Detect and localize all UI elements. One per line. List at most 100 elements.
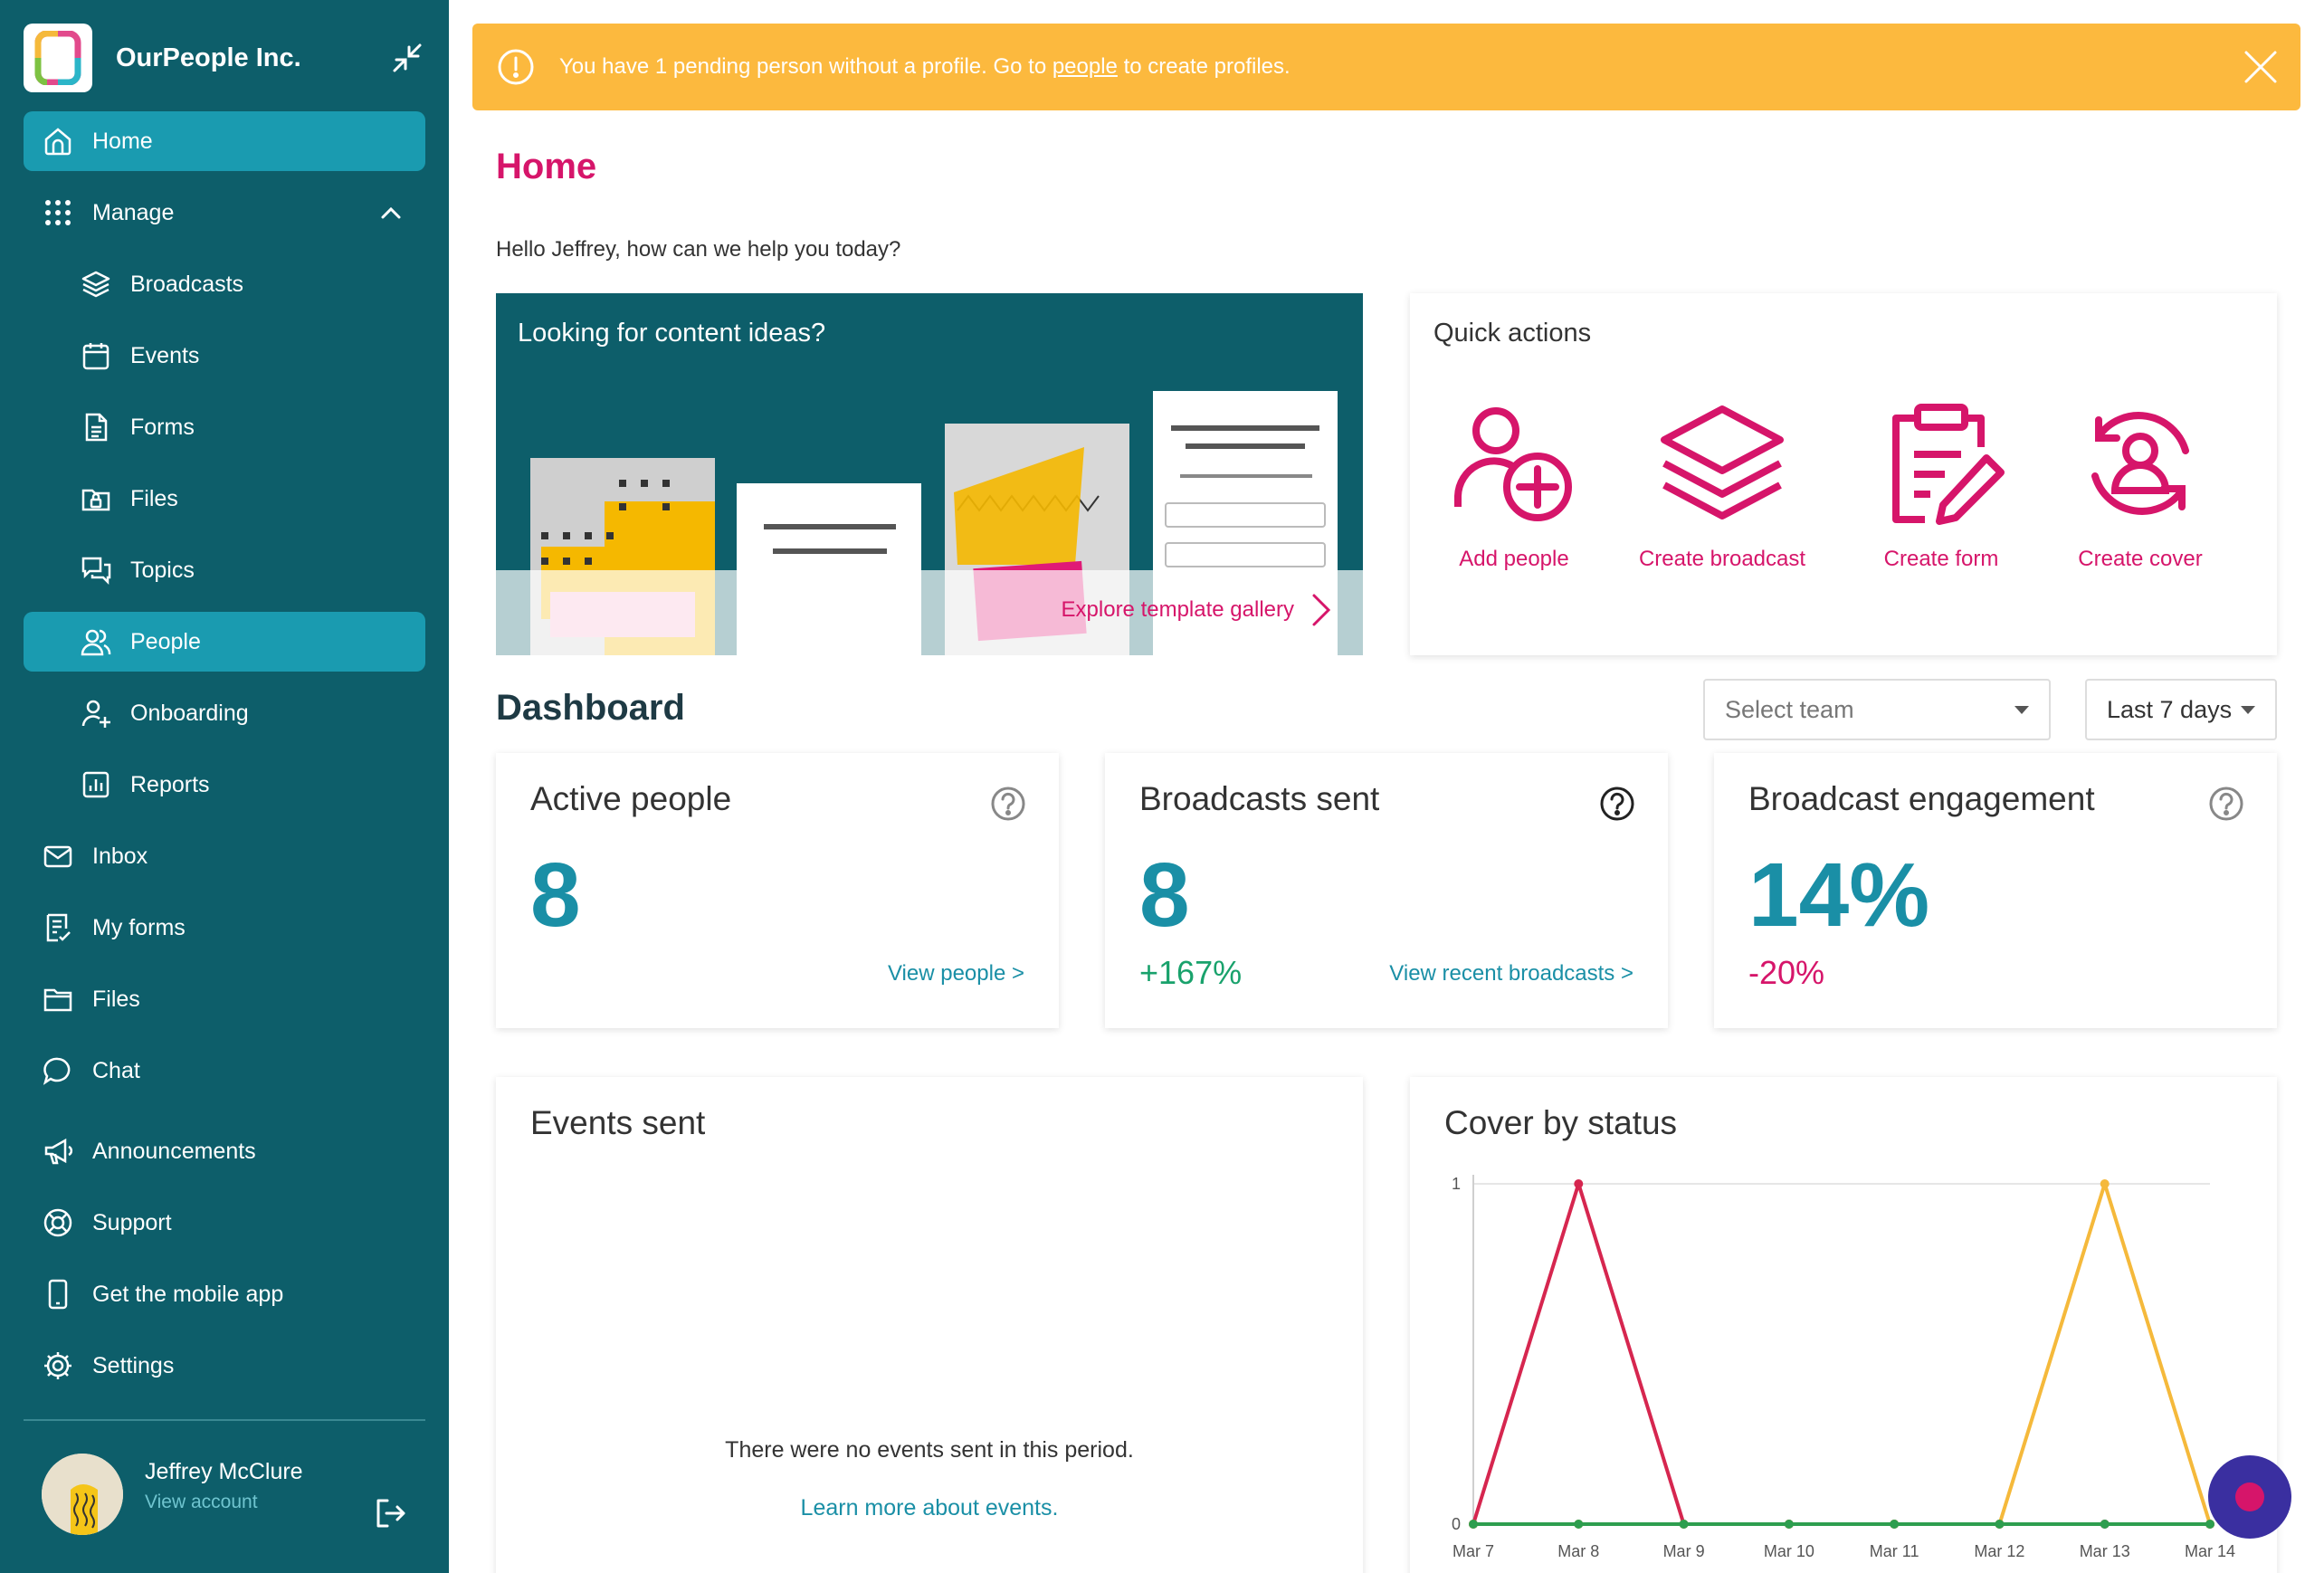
help-chat-button[interactable] [2208,1455,2291,1539]
sidebar-item-mobile-app[interactable]: Get the mobile app [24,1264,425,1324]
sidebar-item-inbox[interactable]: Inbox [24,826,425,886]
caret-down-icon [2241,706,2255,714]
y-tick-label: 1 [1452,1175,1461,1193]
sidebar-item-label: Support [92,1209,172,1235]
x-tick-label: Mar 12 [1974,1542,2024,1560]
sidebar-item-settings[interactable]: Settings [24,1336,425,1396]
quick-actions-title: Quick actions [1433,319,1592,348]
sidebar-nav: Home Manage Broadcasts Events [24,111,425,1396]
stat-change: -20% [1748,954,1825,991]
org-logo [24,24,92,92]
sidebar-item-label: Topics [130,557,195,583]
team-select[interactable]: Select team [1703,679,2051,740]
sidebar-item-topics[interactable]: Topics [24,540,425,600]
data-point-2-5 [1995,1520,2005,1529]
sidebar-item-chat[interactable]: Chat [24,1041,425,1101]
view-people-link[interactable]: View people > [887,961,1024,986]
empty-state-text: There were no events sent in this period… [725,1437,1134,1463]
layers-icon [1618,400,1826,527]
learn-more-events-link[interactable]: Learn more about events. [800,1495,1059,1521]
x-tick-label: Mar 13 [2080,1542,2130,1560]
sidebar-item-label: Reports [130,771,210,797]
sidebar-item-label: Forms [130,414,195,440]
sidebar-item-onboarding[interactable]: Onboarding [24,683,425,743]
stat-change: +167% [1139,954,1243,991]
data-point-2-7 [2205,1520,2214,1529]
create-form-action[interactable]: Create form [1837,400,2045,572]
collapse-sidebar-icon[interactable] [389,40,425,76]
chevron-up-icon[interactable] [378,201,404,233]
mail-icon [42,840,74,872]
page-title: Home [496,147,597,186]
data-point-2-3 [1784,1520,1794,1529]
sidebar-item-label: Onboarding [130,700,249,726]
sidebar-item-announcements[interactable]: Announcements [24,1121,425,1181]
sidebar-item-files-personal[interactable]: Files [24,969,425,1029]
events-sent-panel: Events sent There were no events sent in… [496,1077,1363,1573]
view-account-link[interactable]: View account [145,1492,258,1512]
help-icon[interactable] [990,786,1026,822]
date-range-value: Last 7 days [2107,695,2233,723]
people-icon [80,625,112,658]
help-icon[interactable] [2208,786,2244,822]
add-people-label: Add people [1459,547,1569,571]
logout-icon[interactable] [373,1495,409,1531]
sidebar-item-people[interactable]: People [24,612,425,672]
sidebar-item-label: Inbox [92,843,148,869]
sidebar-item-label: My forms [92,914,186,940]
ideas-title: Looking for content ideas? [518,319,826,348]
sidebar-item-forms[interactable]: Forms [24,397,425,457]
explore-template-gallery-link[interactable]: Explore template gallery [1062,592,1332,628]
ideas-overlay [496,570,1363,655]
create-broadcast-action[interactable]: Create broadcast [1618,400,1826,572]
create-cover-label: Create cover [2078,547,2203,571]
sidebar-item-reports[interactable]: Reports [24,755,425,815]
x-tick-label: Mar 7 [1452,1542,1494,1560]
sidebar-item-label: Broadcasts [130,271,244,297]
content-ideas-card[interactable]: Looking for content ideas? Explore templ… [496,293,1363,655]
banner-text-before: You have 1 pending person without a prof… [559,54,1052,79]
help-icon[interactable] [1599,786,1635,822]
sidebar-item-manage[interactable]: Manage [24,183,425,243]
stat-value: 8 [530,844,581,946]
stat-title: Active people [530,780,732,817]
chat-launcher-icon [2235,1482,2264,1511]
panel-title: Cover by status [1444,1104,1678,1141]
add-people-action[interactable]: Add people [1410,400,1618,572]
sidebar-item-label: Get the mobile app [92,1281,284,1307]
divider [24,1419,425,1421]
gear-icon [42,1349,74,1382]
cover-status-chart: 0 1 Mar 7 Mar 8 Mar 9 Mar 10 Mar 11 Mar 12 Mar 1… [1452,1175,2235,1560]
sidebar-item-label: Home [92,128,153,154]
sidebar-item-my-forms[interactable]: My forms [24,898,425,958]
broadcast-engagement-card: Broadcast engagement 14% -20% [1714,753,2277,1028]
close-icon[interactable] [2241,47,2281,87]
user-name: Jeffrey McClure [145,1459,303,1484]
data-point-2-2 [1679,1520,1689,1529]
data-point-2-0 [1469,1520,1478,1529]
sidebar-item-home[interactable]: Home [24,111,425,171]
data-point-1-6 [2100,1179,2110,1188]
grid-icon [42,196,74,229]
sidebar-item-label: Events [130,342,200,368]
x-tick-label: Mar 10 [1764,1542,1814,1560]
banner-people-link[interactable]: people [1052,54,1118,79]
sidebar-item-events[interactable]: Events [24,326,425,386]
create-form-label: Create form [1883,547,1999,571]
view-recent-broadcasts-link[interactable]: View recent broadcasts > [1389,961,1633,986]
sidebar-item-broadcasts[interactable]: Broadcasts [24,254,425,314]
avatar[interactable] [42,1454,123,1535]
data-point-0-1 [1574,1179,1584,1188]
team-select-placeholder: Select team [1725,695,1854,723]
date-range-select[interactable]: Last 7 days [2085,679,2277,740]
sidebar-item-files[interactable]: Files [24,469,425,529]
folder-lock-icon [80,482,112,515]
stat-title: Broadcast engagement [1748,780,2095,817]
chevron-right-icon [1310,592,1332,628]
sidebar-item-support[interactable]: Support [24,1193,425,1253]
broadcasts-sent-card: Broadcasts sent 8 +167% View recent broa… [1105,753,1668,1028]
create-cover-action[interactable]: Create cover [2036,400,2244,572]
x-tick-label: Mar 9 [1663,1542,1705,1560]
lifebuoy-icon [42,1206,74,1239]
panel-title: Events sent [530,1104,706,1141]
